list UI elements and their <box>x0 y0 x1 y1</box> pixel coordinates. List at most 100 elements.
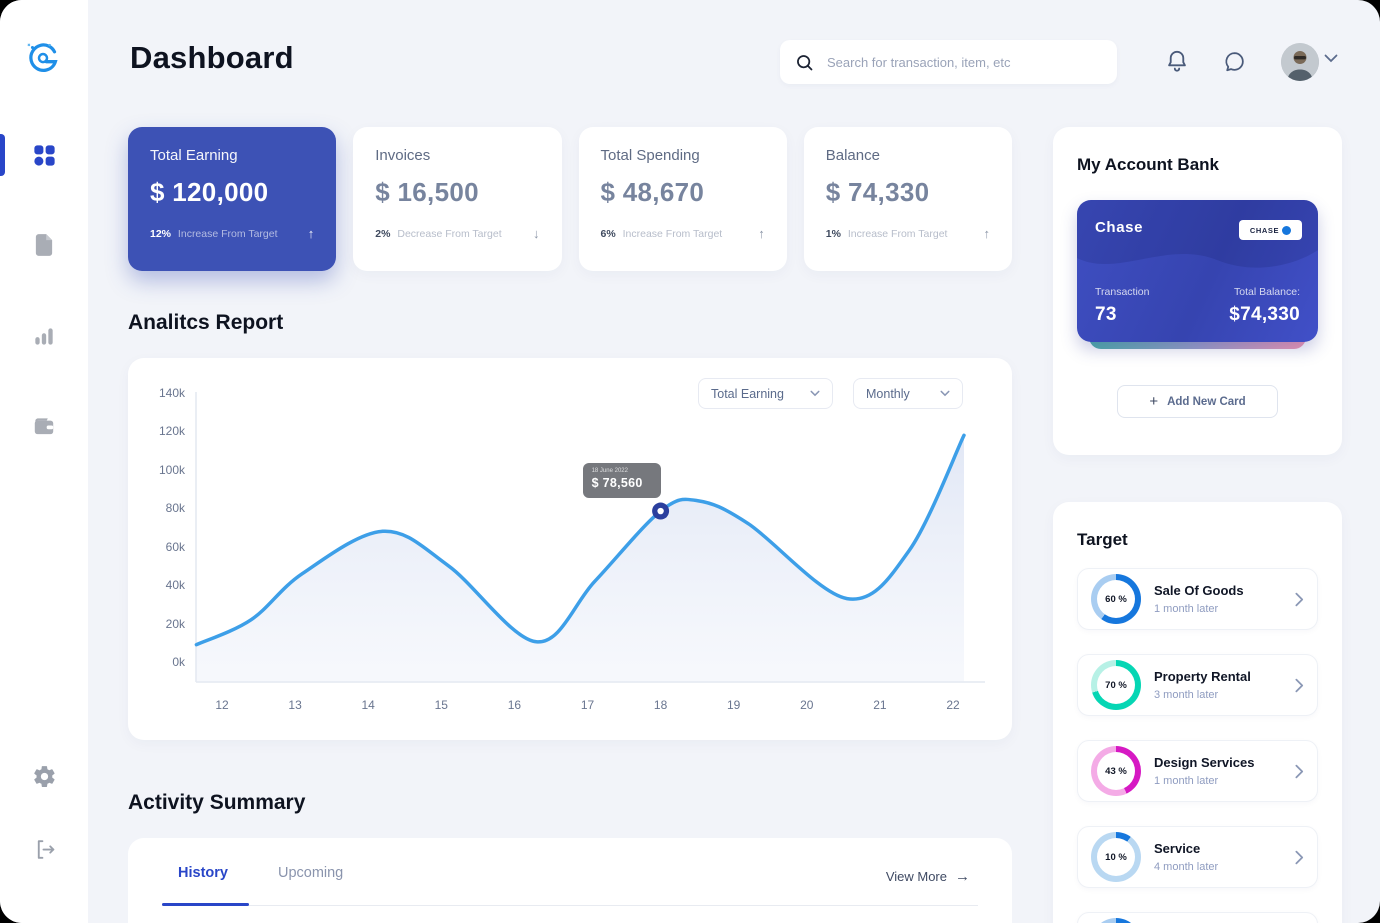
x-tick-label: 17 <box>580 698 595 712</box>
target-item-sublabel: 3 month later <box>1154 689 1219 701</box>
sidebar-item-logout[interactable] <box>26 831 62 867</box>
target-item-label: Design Services <box>1154 755 1255 770</box>
logout-icon <box>32 837 57 862</box>
analytics-title: Analitcs Report <box>128 311 284 334</box>
stat-footer: 1% Increase From Target ↑ <box>826 226 990 241</box>
stat-footer: 6% Increase From Target ↑ <box>601 226 765 241</box>
progress-percent: 43 % <box>1105 765 1127 777</box>
chevron-down-icon <box>940 390 950 397</box>
sidebar-item-analytics[interactable] <box>26 318 62 354</box>
progress-ring <box>1091 918 1141 923</box>
arrow-right-icon: → <box>955 868 970 885</box>
stat-card-balance[interactable]: Balance $ 74,330 1% Increase From Target… <box>803 127 1012 271</box>
sidebar-item-documents[interactable] <box>26 227 62 263</box>
target-item-service[interactable]: 10 % Service 4 month later <box>1077 826 1318 888</box>
stats-row: Total Earning $ 120,000 12% Increase Fro… <box>128 127 1012 271</box>
progress-ring: 60 % <box>1091 574 1141 624</box>
chevron-down-icon[interactable] <box>1324 54 1338 63</box>
activity-title: Activity Summary <box>128 791 306 814</box>
sidebar-item-dashboard[interactable] <box>26 137 62 173</box>
stat-delta-text: Increase From Target <box>175 227 278 240</box>
target-item-property-rental[interactable]: 70 % Property Rental 3 month later <box>1077 654 1318 716</box>
card-wave-decoration <box>1077 200 1318 268</box>
chevron-right-icon[interactable] <box>1295 850 1304 865</box>
view-more-label: View More <box>885 869 947 884</box>
bell-icon[interactable] <box>1164 48 1190 74</box>
document-icon <box>31 232 57 258</box>
page-title: Dashboard <box>130 40 294 75</box>
target-panel: Target 60 % Sale Of Goods 1 month later … <box>1053 502 1342 923</box>
search-input[interactable] <box>827 54 1103 70</box>
balance-value: $74,330 <box>1229 304 1300 325</box>
target-item-sublabel: 1 month later <box>1154 775 1219 787</box>
stat-label: Total Spending <box>600 147 700 164</box>
stat-card-invoices[interactable]: Invoices $ 16,500 2% Decrease From Targe… <box>353 127 562 271</box>
view-more-link[interactable]: View More → <box>886 868 970 885</box>
tab-history[interactable]: History <box>178 865 228 881</box>
wallet-icon <box>31 413 57 439</box>
balance-label: Total Balance: <box>1234 286 1300 298</box>
stat-footer: 2% Decrease From Target ↓ <box>375 226 539 241</box>
chevron-right-icon[interactable] <box>1295 678 1304 693</box>
target-item[interactable] <box>1077 912 1318 923</box>
progress-ring: 43 % <box>1091 746 1141 796</box>
sidebar-active-indicator <box>0 134 5 176</box>
active-tab-underline <box>162 903 249 906</box>
bank-card[interactable]: Chase CHASE Transaction 73 Total Balance… <box>1077 200 1318 342</box>
add-new-card-button[interactable]: + Add New Card <box>1117 385 1278 418</box>
period-dropdown[interactable]: Monthly <box>853 378 963 409</box>
chevron-down-icon <box>810 390 820 397</box>
y-tick-label: 80k <box>165 501 185 516</box>
target-item-design-services[interactable]: 43 % Design Services 1 month later <box>1077 740 1318 802</box>
target-item-sale-of-goods[interactable]: 60 % Sale Of Goods 1 month later <box>1077 568 1318 630</box>
sidebar-item-settings[interactable] <box>26 758 62 794</box>
bank-panel-title: My Account Bank <box>1077 155 1220 174</box>
sidebar-item-wallet[interactable] <box>26 408 62 444</box>
stat-value: $ 48,670 <box>600 177 705 207</box>
stat-label: Invoices <box>375 147 431 164</box>
stat-trend-arrow-icon: ↑ <box>983 226 991 241</box>
chat-icon[interactable] <box>1222 49 1248 75</box>
bank-panel: My Account Bank Chase CHASE Transaction … <box>1053 127 1342 455</box>
y-tick-label: 20k <box>165 616 185 631</box>
x-tick-label: 20 <box>800 698 814 712</box>
y-tick-label: 120k <box>158 424 185 439</box>
progress-percent <box>1091 918 1141 923</box>
x-tick-label: 13 <box>288 698 302 712</box>
stat-trend-arrow-icon: ↑ <box>758 226 765 241</box>
badge-text: CHASE <box>1249 225 1280 235</box>
avatar[interactable] <box>1281 43 1319 81</box>
target-item-label: Sale Of Goods <box>1154 583 1244 598</box>
progress-ring: 70 % <box>1091 660 1141 710</box>
plus-icon: + <box>1149 393 1159 410</box>
target-item-label: Property Rental <box>1154 669 1251 684</box>
bank-card-badge: CHASE <box>1239 220 1302 240</box>
tab-upcoming[interactable]: Upcoming <box>277 865 344 881</box>
x-tick-label: 18 <box>653 698 668 712</box>
stat-value: $ 74,330 <box>825 177 930 207</box>
grid-icon <box>31 142 58 169</box>
stat-value: $ 16,500 <box>375 177 479 207</box>
transaction-label: Transaction <box>1095 286 1150 298</box>
y-tick-label: 60k <box>165 539 185 554</box>
stat-card-total-earning[interactable]: Total Earning $ 120,000 12% Increase Fro… <box>128 127 337 271</box>
series-dropdown-value: Total Earning <box>711 386 784 401</box>
search-icon <box>794 52 815 73</box>
x-tick-label: 19 <box>727 698 741 712</box>
stat-delta: 1% <box>825 227 841 240</box>
activity-tabs: History Upcoming <box>178 865 343 881</box>
chevron-right-icon[interactable] <box>1295 592 1304 607</box>
app-logo[interactable] <box>20 36 66 82</box>
series-dropdown[interactable]: Total Earning <box>698 378 833 409</box>
stat-footer: 12% Increase From Target ↑ <box>150 226 314 241</box>
y-tick-label: 100k <box>158 462 185 477</box>
y-tick-label: 40k <box>165 578 185 593</box>
activity-card: History Upcoming View More → <box>128 838 1012 923</box>
x-tick-label: 14 <box>361 698 375 712</box>
bank-card-name: Chase <box>1095 219 1144 236</box>
chevron-right-icon[interactable] <box>1295 764 1304 779</box>
stat-label: Balance <box>825 147 880 164</box>
x-tick-label: 16 <box>507 698 522 712</box>
stat-card-total-spending[interactable]: Total Spending $ 48,670 6% Increase From… <box>578 127 787 271</box>
